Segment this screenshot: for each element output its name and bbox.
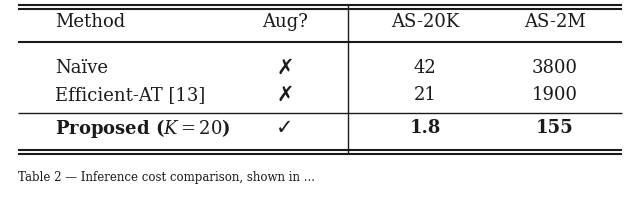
Text: AS-20K: AS-20K: [391, 13, 459, 31]
Text: AS-2M: AS-2M: [524, 13, 586, 31]
Text: Naïve: Naïve: [55, 59, 108, 77]
Text: Aug?: Aug?: [262, 13, 308, 31]
Text: 155: 155: [536, 119, 574, 137]
Text: ✗: ✗: [276, 58, 294, 78]
Text: 1900: 1900: [532, 86, 578, 104]
Text: ✓: ✓: [276, 118, 294, 138]
Text: 42: 42: [413, 59, 436, 77]
Text: Method: Method: [55, 13, 125, 31]
Text: Proposed ($K = 20$): Proposed ($K = 20$): [55, 116, 230, 139]
Text: 3800: 3800: [532, 59, 578, 77]
Text: 21: 21: [413, 86, 436, 104]
Text: Table 2 — Inference cost comparison, shown in ...: Table 2 — Inference cost comparison, sho…: [18, 172, 315, 185]
Text: Efficient-AT [13]: Efficient-AT [13]: [55, 86, 205, 104]
Text: 1.8: 1.8: [410, 119, 441, 137]
Text: ✗: ✗: [276, 85, 294, 105]
